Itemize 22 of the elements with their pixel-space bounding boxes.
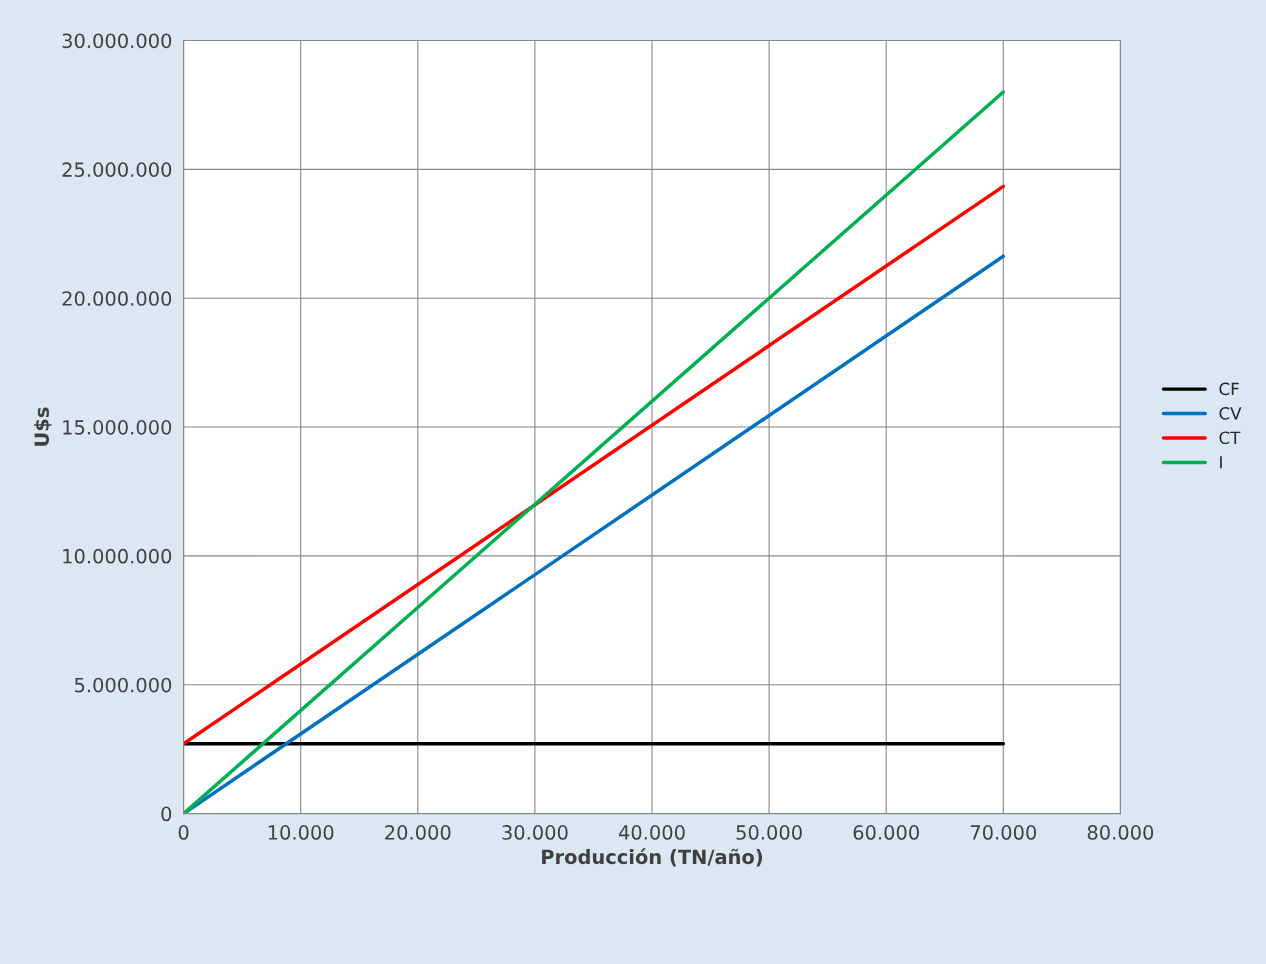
y-tick-label: 30.000.000 (62, 33, 172, 49)
x-axis-title: Producción (TN/año) (542, 848, 763, 867)
y-tick-label: 15.000.000 (63, 420, 172, 435)
x-tick-label: 60.000 (853, 825, 919, 840)
y-tick-label: 0 (161, 806, 172, 822)
x-tick-label: 40.000 (618, 825, 685, 840)
x-tick-label: 80.000 (1087, 825, 1154, 840)
x-tick-label: 50.000 (736, 825, 802, 840)
y-tick-label: 25.000.000 (62, 162, 172, 178)
legend-label: CV (1219, 407, 1242, 420)
y-tick-label: 5.000.000 (75, 677, 172, 693)
y-tick-label: 10.000.000 (63, 548, 172, 564)
legend-label: CT (1219, 431, 1241, 445)
legend-label: I (1220, 456, 1222, 469)
y-axis-title: U$s (33, 407, 52, 446)
x-tick-label: 30.000 (502, 825, 568, 840)
x-tick-label: 70.000 (970, 825, 1037, 840)
y-tick-label: 20.000.000 (62, 291, 172, 306)
x-tick-label: 0 (178, 825, 189, 840)
x-tick-label: 10.000 (268, 825, 334, 840)
x-tick-label: 20.000 (385, 825, 451, 840)
legend-label: CF (1219, 382, 1239, 396)
